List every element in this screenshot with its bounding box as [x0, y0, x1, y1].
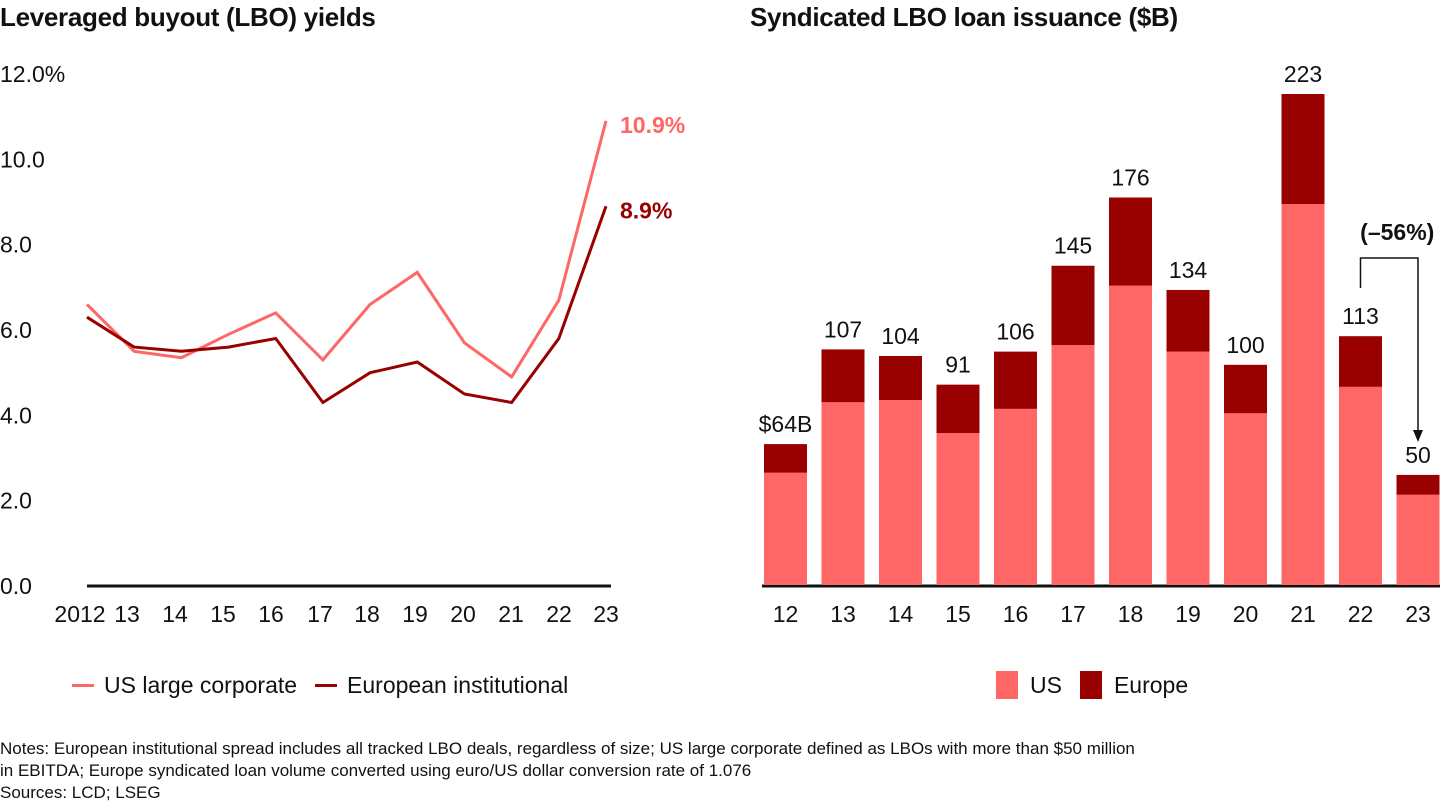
bar-us: [1281, 204, 1325, 585]
x-tick-label: 21: [498, 601, 524, 627]
x-tick-label: 17: [307, 601, 333, 627]
y-tick-label: 0.0: [0, 573, 32, 599]
bar-total-label: 107: [824, 316, 862, 342]
bar-total-label: 50: [1405, 442, 1431, 468]
x-tick-label: 13: [114, 601, 140, 627]
legend-item-us-large-corporate: US large corporate: [72, 672, 297, 699]
bar-us: [936, 433, 980, 585]
bar-europe: [1281, 94, 1325, 205]
y-tick-label: 6.0: [0, 317, 32, 343]
change-annotation: (–56%): [1360, 219, 1434, 245]
legend-swatch-europe: [315, 684, 338, 687]
x-tick-label: 22: [546, 601, 572, 627]
bar-total-label: 223: [1284, 61, 1322, 87]
bar-europe: [936, 384, 980, 434]
legend-label: Europe: [1113, 671, 1189, 698]
y-tick-label: 2.0: [0, 488, 32, 514]
x-tick-label: 16: [258, 601, 284, 627]
bar-europe: [879, 356, 922, 401]
notes-line-1: Notes: European institutional spread inc…: [0, 739, 1135, 758]
bar-x-tick-label: 13: [830, 601, 856, 627]
bar-europe: [1396, 474, 1440, 495]
legend-swatch-europe: [1079, 671, 1102, 699]
bar-x-tick-label: 21: [1290, 601, 1316, 627]
bar-chart-title: Syndicated LBO loan issuance ($B): [750, 2, 1178, 32]
x-tick-label: 20: [450, 601, 476, 627]
bar-europe: [764, 444, 807, 473]
notes: Notes: European institutional spread inc…: [0, 738, 1440, 804]
notes-line-2: in EBITDA; Europe syndicated loan volume…: [0, 761, 752, 780]
sources: Sources: LCD; LSEG: [0, 783, 161, 802]
legend-item-europe: Europe: [1079, 671, 1189, 699]
bar-us: [1339, 386, 1382, 585]
legend-label: European institutional: [347, 672, 569, 698]
legend-swatch-us: [996, 671, 1018, 699]
bar-total-label: 104: [881, 323, 920, 349]
bar-europe: [1166, 289, 1210, 352]
bar-x-tick-label: 22: [1348, 601, 1374, 627]
bar-total-label: 176: [1111, 164, 1149, 190]
y-tick-label: 4.0: [0, 402, 32, 428]
legend-item-us: US: [996, 671, 1062, 699]
bar-us: [994, 408, 1037, 585]
bar-total-label: 100: [1226, 332, 1264, 358]
y-tick-label: 12.0%: [0, 61, 65, 87]
line-legend: US large corporate European institutiona…: [72, 672, 586, 699]
x-tick-label: 14: [162, 601, 188, 627]
x-tick-label: 23: [593, 601, 619, 627]
bar-us: [1166, 351, 1210, 585]
bar-x-tick-label: 16: [1003, 601, 1029, 627]
bar-us: [1109, 285, 1152, 585]
bar-europe: [1109, 197, 1152, 286]
x-tick-label: 18: [354, 601, 380, 627]
bar-x-tick-label: 15: [945, 601, 971, 627]
y-tick-label: 8.0: [0, 232, 32, 258]
bar-x-tick-label: 19: [1175, 601, 1201, 627]
bar-total-label: 91: [945, 352, 971, 378]
end-value-label: 10.9%: [620, 112, 685, 138]
bar-total-label: 113: [1342, 303, 1379, 329]
bar-legend: US Europe: [996, 671, 1206, 699]
bar-europe: [1051, 265, 1095, 346]
bar-us: [879, 400, 922, 585]
bar-us: [764, 472, 807, 585]
arrow-down-icon: [1413, 430, 1423, 442]
legend-label: US large corporate: [104, 672, 298, 698]
bar-europe: [1339, 336, 1382, 387]
legend-label: US: [1030, 671, 1062, 698]
bar-europe: [821, 349, 865, 403]
bar-total-label: 134: [1169, 257, 1208, 283]
y-tick-label: 10.0: [0, 146, 45, 172]
bar-us: [1051, 345, 1095, 585]
bar-x-tick-label: 18: [1118, 601, 1144, 627]
legend-swatch-us: [72, 684, 94, 687]
bar-x-tick-label: 17: [1060, 601, 1086, 627]
bar-x-tick-label: 23: [1405, 601, 1431, 627]
x-tick-label: 15: [210, 601, 236, 627]
bar-us: [821, 402, 865, 585]
bar-total-label: 106: [996, 319, 1034, 345]
x-tick-label: 2012: [54, 601, 105, 627]
legend-item-european-institutional: European institutional: [315, 672, 568, 699]
x-tick-label: 19: [402, 601, 428, 627]
end-value-label: 8.9%: [620, 197, 672, 223]
series-line-us-large-corporate: [85, 120, 608, 380]
series-line-european-institutional: [86, 205, 608, 405]
bar-us: [1396, 494, 1440, 585]
bar-total-label: 145: [1054, 233, 1092, 259]
bar-x-tick-label: 20: [1233, 601, 1259, 627]
bar-total-label: $64B: [759, 411, 813, 437]
bar-europe: [994, 351, 1037, 409]
bar-x-tick-label: 14: [888, 601, 914, 627]
line-chart-title: Leveraged buyout (LBO) yields: [0, 2, 376, 32]
bar-x-tick-label: 12: [773, 601, 799, 627]
bar-us: [1224, 413, 1267, 585]
change-bracket: [1359, 257, 1419, 432]
bar-europe: [1224, 364, 1267, 414]
